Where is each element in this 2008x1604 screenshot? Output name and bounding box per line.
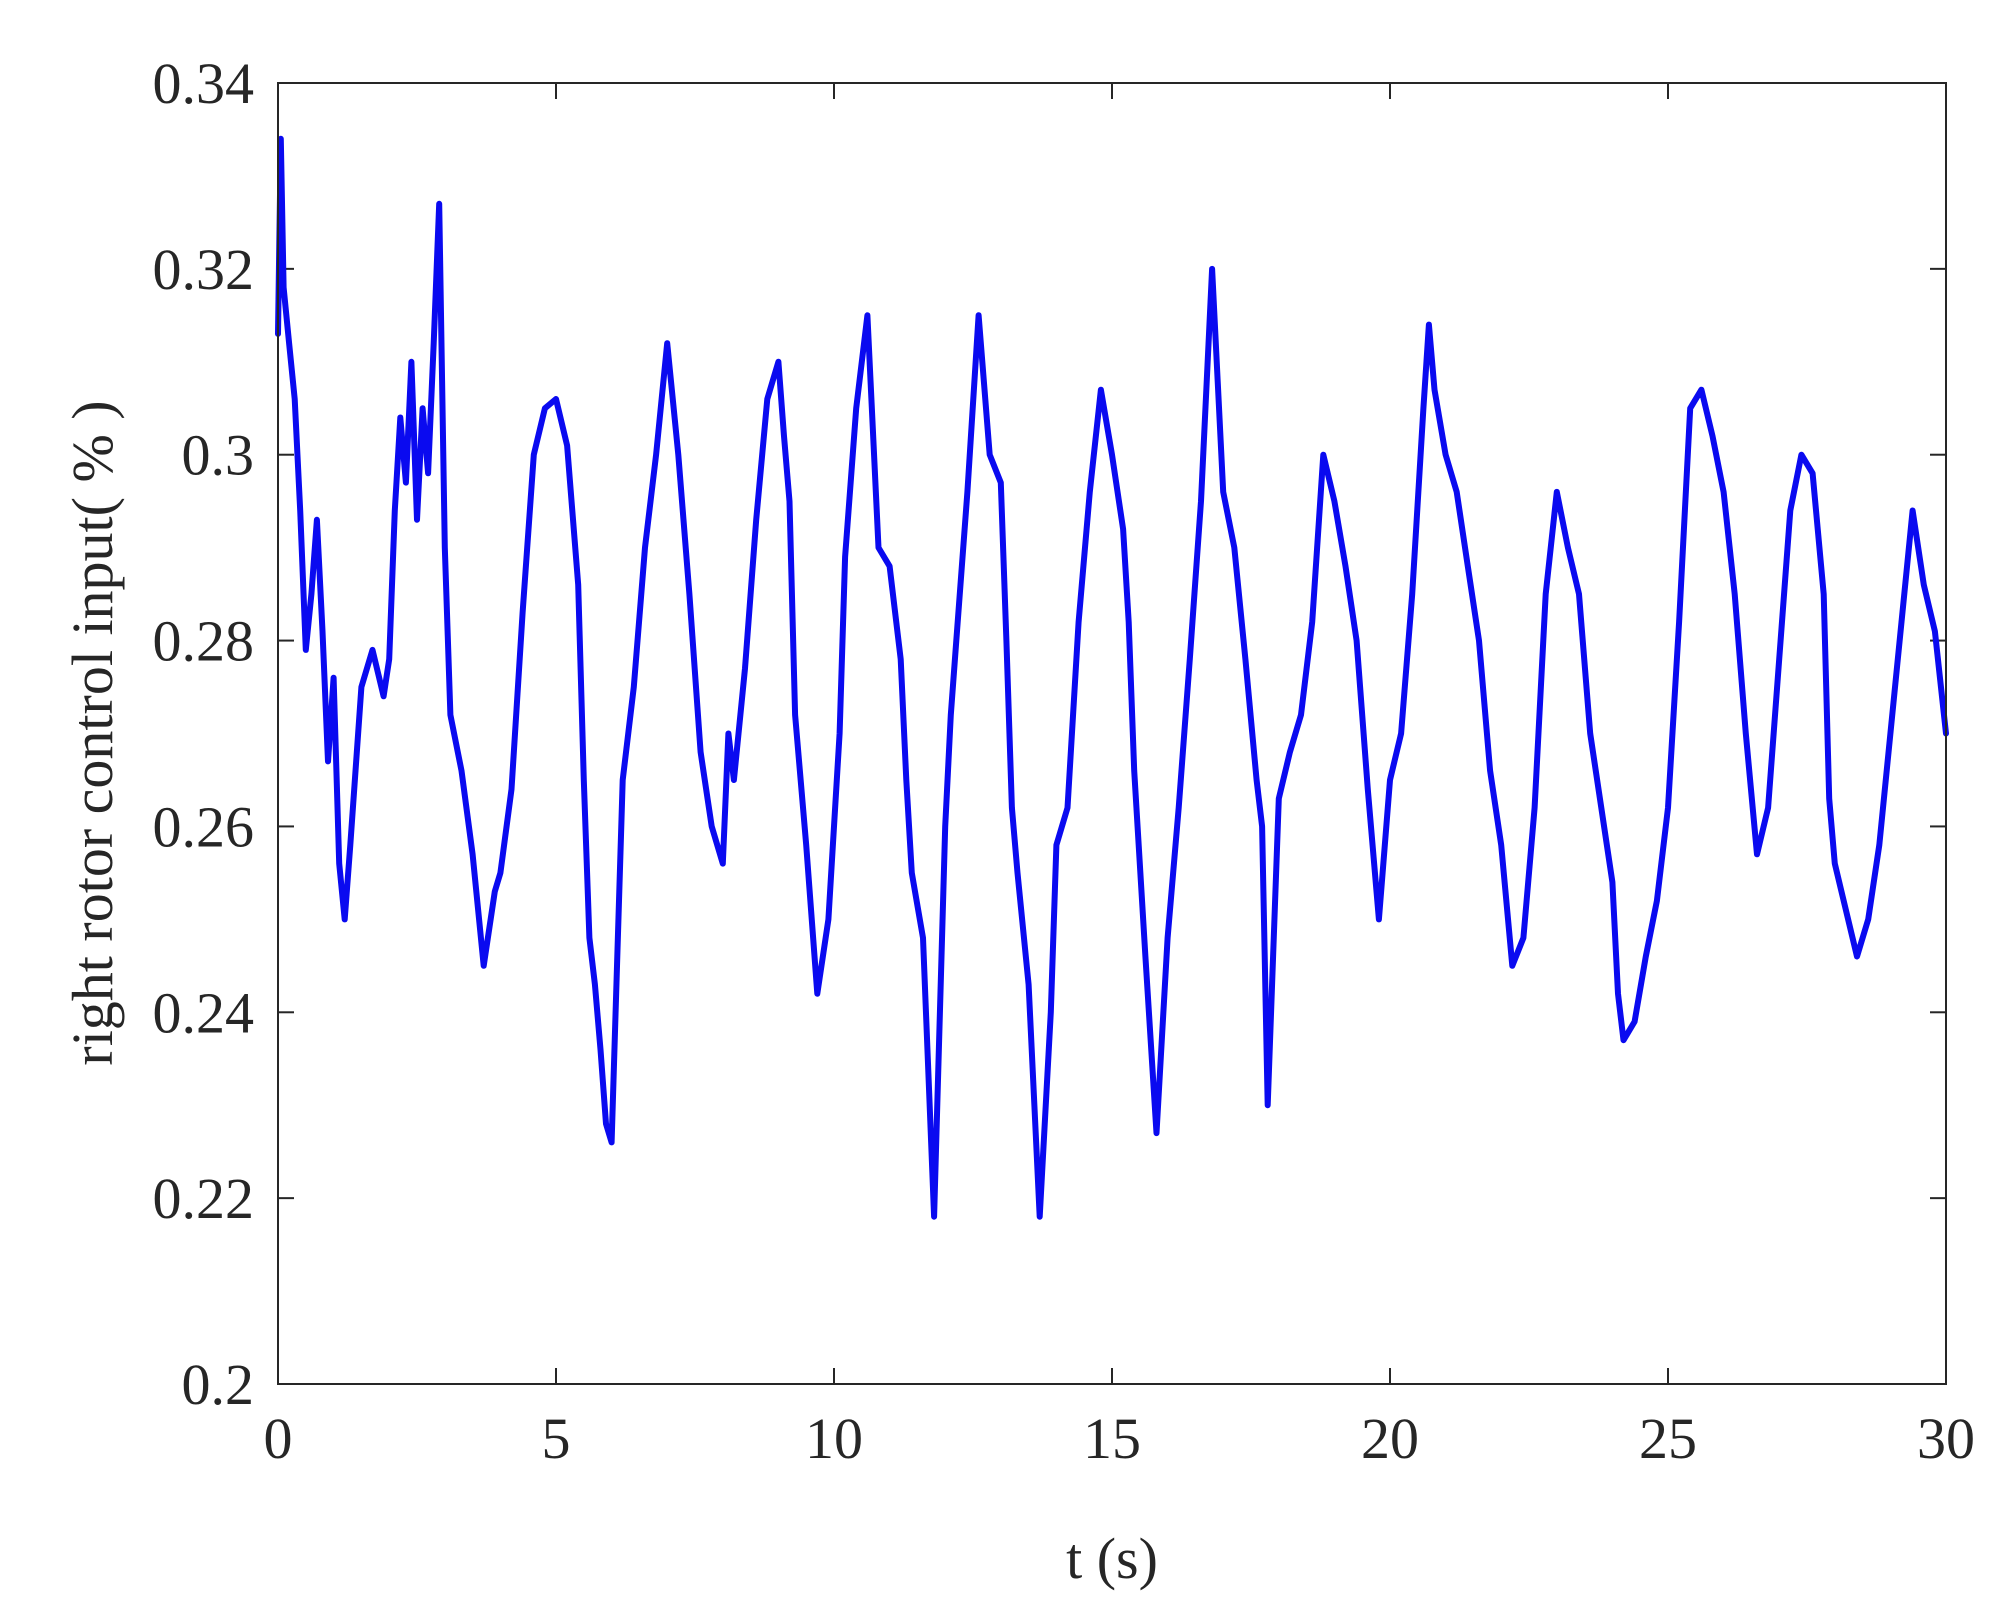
plot-frame — [277, 82, 1947, 1385]
y-tick-label: 0.24 — [153, 980, 255, 1045]
series-line — [275, 135, 1949, 1220]
x-tick-label: 20 — [1361, 1406, 1419, 1471]
y-tick-label: 0.26 — [153, 794, 255, 859]
x-tick-label: 10 — [805, 1406, 863, 1471]
plot-area — [278, 83, 1946, 1384]
y-tick-label: 0.28 — [153, 609, 255, 674]
y-tick-label: 0.34 — [153, 51, 255, 116]
y-axis-label: right rotor control input( % ) — [60, 400, 125, 1065]
x-axis-label: t (s) — [1066, 1526, 1158, 1591]
x-tick-label: 30 — [1917, 1406, 1975, 1471]
axis-tick-labels: 0 5 10 15 20 25 30 0.2 0.22 0.24 0.26 0.28 0.3 0.32 0.… — [153, 51, 1976, 1471]
y-tick-label: 0.22 — [153, 1166, 255, 1231]
x-tick-label: 5 — [542, 1406, 571, 1471]
x-tick-label: 25 — [1639, 1406, 1697, 1471]
y-tick-label: 0.32 — [153, 237, 255, 302]
y-tick-label: 0.3 — [182, 423, 255, 488]
x-tick-label: 0 — [264, 1406, 293, 1471]
y-tick-label: 0.2 — [182, 1352, 255, 1417]
x-tick-label: 15 — [1083, 1406, 1141, 1471]
